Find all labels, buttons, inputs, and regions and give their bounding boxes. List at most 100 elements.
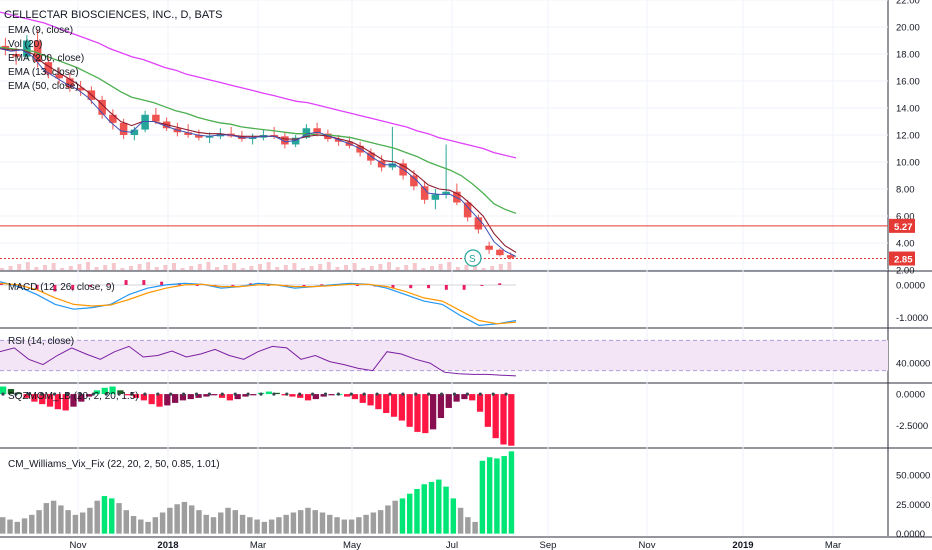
sqz-bar — [375, 394, 382, 410]
vix-bar — [218, 512, 224, 534]
time-tick-label: Nov — [639, 540, 656, 550]
sqz-bar — [156, 394, 163, 407]
volume-bar — [68, 266, 73, 270]
volume-bar — [498, 264, 503, 270]
vix-tick-label: 0.0000 — [896, 529, 925, 540]
vix-bar — [29, 514, 35, 534]
price-tick-label: 2.00 — [896, 266, 915, 277]
sqz-bar — [62, 394, 69, 411]
price-tick-label: 18.00 — [896, 50, 920, 61]
candle-body — [33, 40, 42, 63]
sqz-bar — [414, 394, 421, 432]
sqz-dot — [220, 392, 224, 396]
macd-histogram-bar — [160, 281, 164, 285]
volume-bar — [17, 264, 22, 270]
macd-histogram-bar — [231, 284, 235, 286]
volume-bar — [249, 266, 254, 270]
vix-bar — [14, 521, 20, 534]
vix-bar — [479, 460, 486, 534]
sqz-dot — [117, 392, 121, 396]
vix-bar — [341, 519, 348, 534]
vix-bar — [268, 519, 275, 534]
sqz-dot — [323, 392, 328, 396]
sqz-bar — [406, 394, 413, 427]
sqz-dot — [78, 392, 82, 396]
sqz-bar — [508, 394, 515, 446]
vix-bar — [377, 510, 384, 534]
macd-histogram-bar — [35, 284, 39, 290]
price-tick-label: 10.00 — [896, 158, 920, 169]
vix-bar — [356, 517, 362, 534]
sqz-bar — [86, 394, 93, 397]
candle-body — [334, 139, 343, 142]
price-title: CELLECTAR BIOSCIENCES, INC., D, BATS — [4, 9, 222, 21]
vix-bar — [232, 510, 239, 534]
volume-bar — [326, 262, 331, 270]
vix-bar — [0, 517, 6, 534]
vix-bar — [508, 451, 515, 534]
vix-bar — [450, 498, 457, 534]
candle-body — [388, 163, 397, 168]
volume-bar — [232, 263, 237, 270]
volume-bar — [103, 265, 108, 270]
candle-body — [410, 175, 418, 187]
sqz-dot — [194, 392, 199, 396]
vix-bar — [210, 517, 217, 534]
candle-body — [453, 191, 461, 203]
sqz-dot — [465, 392, 469, 396]
sqz-bar — [15, 392, 22, 395]
sqz-dot — [246, 392, 250, 396]
vix-bar — [116, 503, 122, 534]
volume-bar — [490, 266, 495, 270]
legend-ema-200: EMA (200, close) — [8, 53, 84, 64]
macd-histogram-bar — [320, 284, 324, 286]
sqz-bar — [211, 394, 218, 396]
volume-bar — [507, 262, 512, 270]
price-label-text: 2.85 — [894, 255, 913, 266]
macd-tick-label: 0.0000 — [896, 280, 925, 291]
candle-body — [184, 132, 192, 135]
vix-bar — [327, 514, 333, 534]
time-tick-label: May — [343, 540, 361, 550]
vix-bar — [174, 504, 180, 534]
vix-bar — [421, 484, 427, 534]
macd-histogram-bar — [498, 283, 502, 285]
sqz-bar — [179, 394, 187, 401]
sqz-bar — [281, 394, 288, 396]
sqz-title: SQZMOM_LB (20, 2, 20, 1.5) — [8, 391, 139, 402]
vix-bar — [50, 500, 57, 534]
sqz-bar — [492, 394, 499, 439]
sqz-bar — [328, 394, 335, 396]
candle-body — [270, 135, 278, 137]
volume-bar — [206, 262, 211, 270]
vix-bar — [312, 510, 318, 534]
vix-bar — [130, 516, 137, 534]
sqz-dot — [156, 392, 160, 396]
sqz-bar — [117, 390, 124, 395]
sqz-bar — [445, 394, 452, 408]
volume-bar — [344, 265, 348, 270]
sqz-dot — [143, 392, 147, 396]
macd-histogram-bar — [480, 284, 484, 286]
candle-body — [248, 137, 257, 140]
candle-body — [109, 114, 117, 123]
sqz-dot — [440, 392, 444, 396]
sqz-bar — [289, 394, 296, 397]
sqz-dot — [272, 392, 276, 396]
vix-bar — [167, 507, 173, 534]
sqz-dot — [375, 392, 379, 396]
candle-body — [55, 74, 63, 79]
sqz-bar — [500, 394, 507, 445]
candle-body — [442, 191, 450, 195]
price-tick-label: 6.00 — [896, 212, 915, 223]
candle-body — [98, 99, 106, 115]
volume-bar — [387, 262, 391, 270]
volume-bar — [473, 263, 477, 270]
vix-bar — [72, 514, 79, 534]
vix-bar — [406, 493, 413, 534]
sqz-bar — [320, 394, 327, 397]
sqz-dot — [169, 392, 173, 396]
legend-ema-9: EMA (9, close) — [8, 25, 73, 36]
